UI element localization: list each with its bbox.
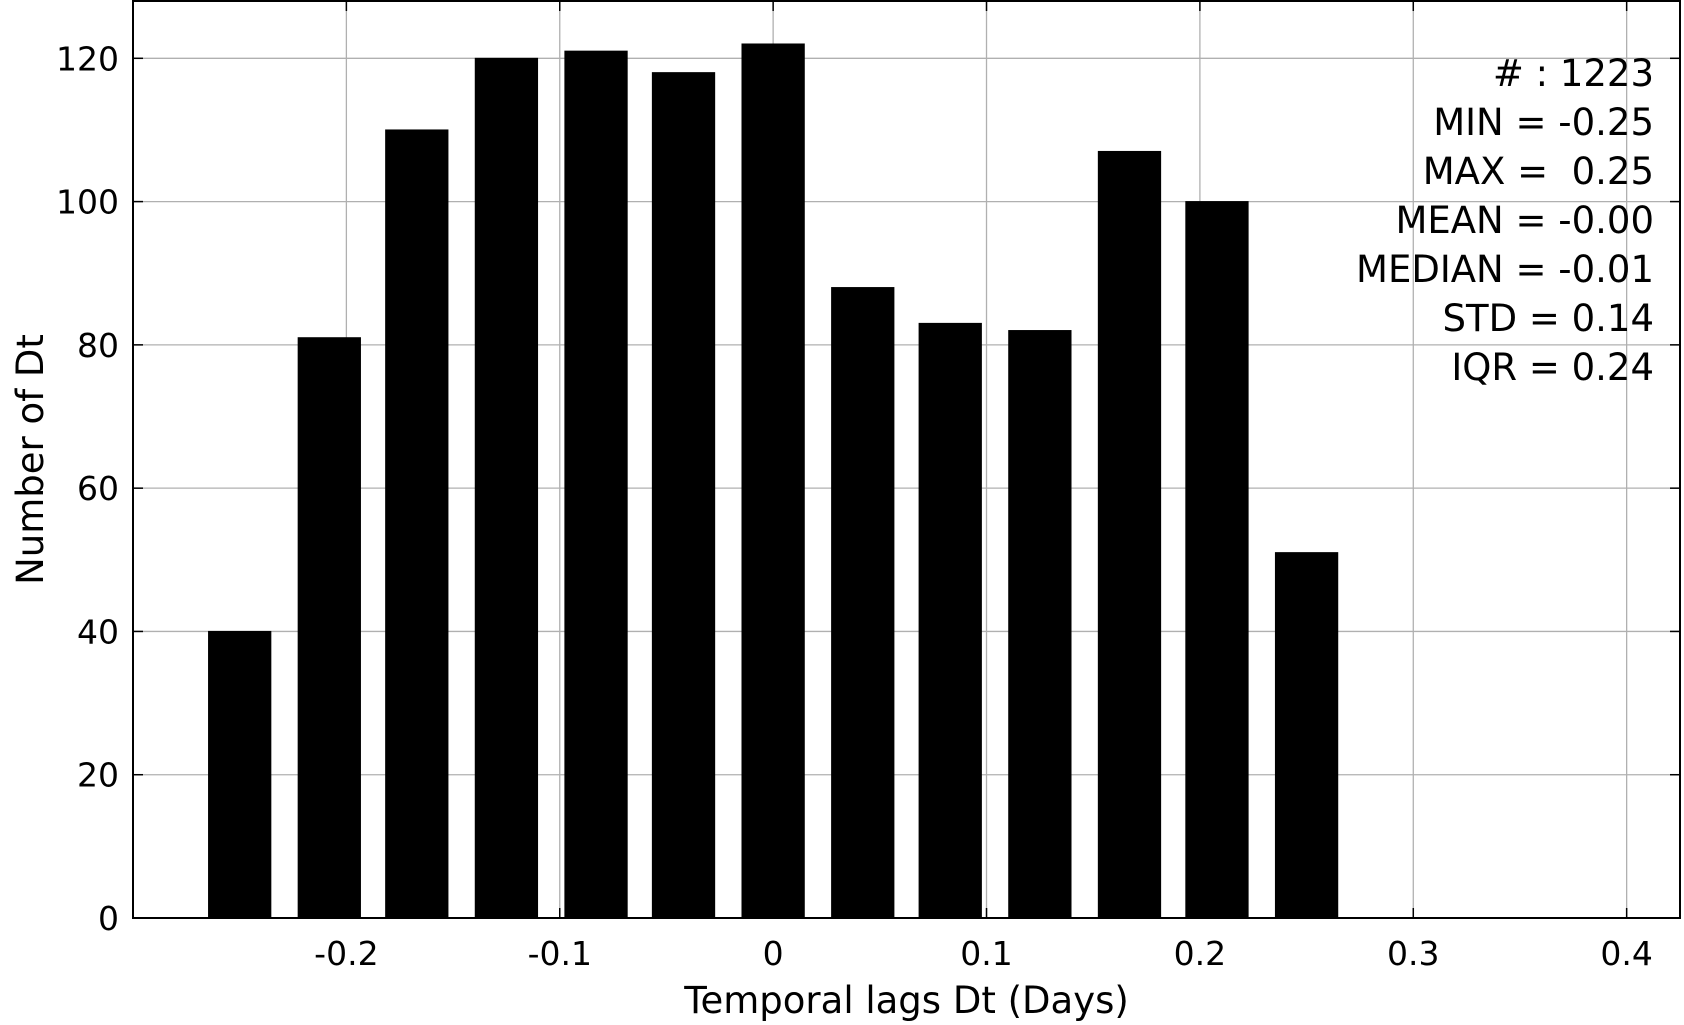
- x-axis-label: Temporal lags Dt (Days): [683, 979, 1129, 1022]
- stat-line: STD = 0.14: [1443, 297, 1655, 340]
- x-tick-labels: -0.2 -0.1 0 0.1 0.2 0.3 0.4: [314, 934, 1653, 973]
- y-tick-label: 120: [56, 39, 119, 78]
- y-tick-label: 60: [77, 469, 119, 508]
- stat-line: MAX = 0.25: [1423, 150, 1654, 193]
- histogram-bar: [741, 43, 805, 919]
- x-tick-label: -0.1: [528, 934, 592, 973]
- y-tick-label: 20: [77, 756, 119, 795]
- histogram-bar: [208, 630, 272, 919]
- stat-line: MIN = -0.25: [1433, 101, 1654, 144]
- histogram-bar: [297, 337, 361, 919]
- stat-line: MEAN = -0.00: [1395, 199, 1654, 242]
- x-tick-label: 0.4: [1600, 934, 1652, 973]
- plot-frame: [132, 0, 1681, 919]
- histogram-bar: [385, 129, 449, 919]
- histogram-bars: [208, 43, 1339, 919]
- y-tick-labels: 0 20 40 60 80 100 120: [56, 39, 119, 938]
- y-tick-label: 40: [77, 612, 119, 651]
- y-tick-label: 0: [98, 899, 119, 938]
- stat-line: # : 1223: [1493, 52, 1654, 95]
- stats-box: # : 1223 MIN = -0.25 MAX = 0.25 MEAN = -0.0…: [1356, 52, 1654, 389]
- y-tick-label: 100: [56, 183, 119, 222]
- histogram-bar: [831, 287, 895, 919]
- x-tick-label: 0.2: [1174, 934, 1226, 973]
- histogram-bar: [564, 50, 628, 919]
- histogram-bar: [1274, 552, 1339, 919]
- axis-ticks: [133, 1, 1680, 919]
- histogram-bar: [1097, 150, 1162, 919]
- y-axis-label: Number of Dt: [9, 334, 52, 585]
- y-tick-label: 80: [77, 326, 119, 365]
- histogram-bar: [918, 322, 982, 919]
- histogram-bar: [1008, 330, 1072, 919]
- histogram-bar: [474, 57, 539, 919]
- x-tick-label: -0.2: [314, 934, 378, 973]
- x-tick-label: 0.1: [960, 934, 1012, 973]
- x-tick-label: 0: [763, 934, 784, 973]
- histogram-bar: [1185, 201, 1249, 919]
- histogram-bar: [651, 72, 716, 919]
- stat-line: MEDIAN = -0.01: [1356, 248, 1654, 291]
- stat-line: IQR = 0.24: [1451, 346, 1654, 389]
- x-tick-label: 0.3: [1387, 934, 1439, 973]
